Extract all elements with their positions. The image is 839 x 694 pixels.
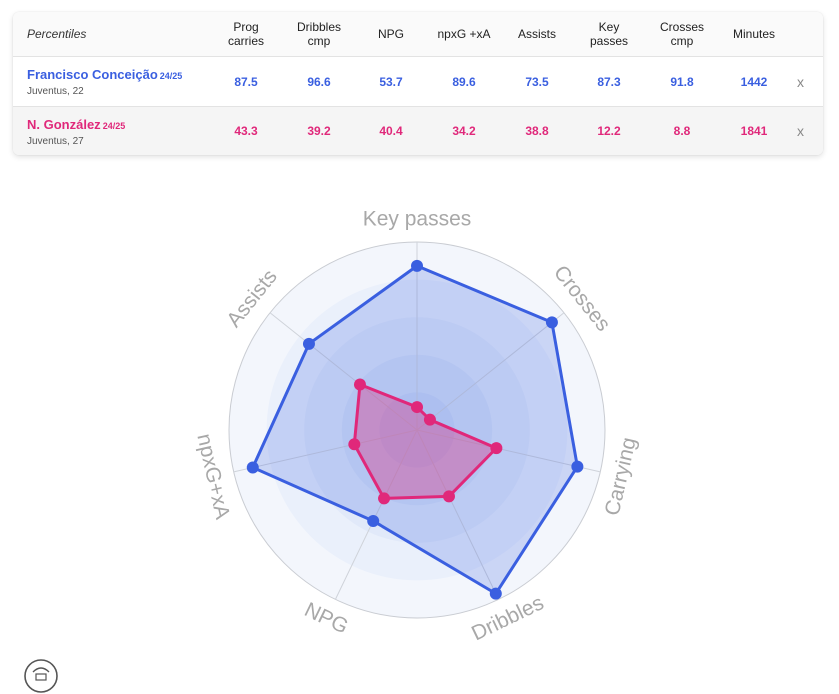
player-1-minutes: 1442 bbox=[740, 74, 768, 89]
player-2-cell: N. González 24/25 Juventus, 27 bbox=[27, 116, 125, 147]
player-2-name[interactable]: N. González bbox=[27, 116, 101, 132]
player-2-npxg-xa: 34.2 bbox=[452, 124, 476, 138]
col-header-prog-carries[interactable]: Prog carries bbox=[227, 20, 264, 48]
radar-series-2-point-6 bbox=[353, 378, 366, 391]
table-row-player-2: N. González 24/25 Juventus, 27 43.3 39.2 … bbox=[13, 106, 823, 155]
radar-series-1-point-1 bbox=[545, 316, 558, 329]
player-1-season: 24/25 bbox=[159, 71, 183, 81]
radar-series-1-point-2 bbox=[571, 460, 584, 473]
player-2-assists: 38.8 bbox=[525, 124, 549, 138]
player-2-dribbles: 39.2 bbox=[307, 124, 331, 138]
player-1-npg: 53.7 bbox=[379, 74, 403, 89]
radar-series-2-point-4 bbox=[378, 492, 391, 505]
radar-series-2-point-3 bbox=[442, 490, 455, 503]
col-header-npxg-xa[interactable]: npxG +xA bbox=[437, 27, 491, 41]
radar-series-1-point-5 bbox=[246, 461, 259, 474]
col-header-npg[interactable]: NPG bbox=[377, 27, 404, 41]
radar-series-2-point-2 bbox=[490, 442, 503, 455]
radar-series-1-area bbox=[251, 264, 579, 596]
radar-series-1-point-6 bbox=[302, 337, 315, 350]
remove-player-1-button[interactable]: x bbox=[797, 73, 804, 90]
player-1-assists: 73.5 bbox=[525, 74, 549, 89]
radar-chart: Key passesCrossesCarryingDribblesNPGnpxG… bbox=[192, 208, 641, 646]
player-1-name[interactable]: Francisco Conceição bbox=[27, 67, 158, 82]
site-logo-icon bbox=[24, 659, 58, 693]
radar-axis-label-2: Carrying bbox=[601, 435, 641, 517]
radar-series-2-point-5 bbox=[348, 438, 361, 451]
radar-series-1-point-3 bbox=[489, 587, 502, 600]
player-1-key-passes: 87.3 bbox=[597, 74, 621, 89]
col-header-crosses[interactable]: Crosses cmp bbox=[659, 20, 704, 48]
radar-axis-label-4: NPG bbox=[301, 598, 352, 638]
radar-spoke-5 bbox=[233, 429, 418, 473]
radar-spoke-6 bbox=[269, 312, 418, 431]
player-1-npxg-xa: 89.6 bbox=[452, 74, 476, 89]
radar-axis-label-5: npxG+xA bbox=[192, 432, 234, 522]
player-1-crosses: 91.8 bbox=[670, 74, 694, 89]
col-header-key-passes[interactable]: Key passes bbox=[589, 20, 629, 48]
radar-axis-label-0: Key passes bbox=[363, 208, 472, 231]
radar-spoke-1 bbox=[416, 312, 565, 431]
player-2-minutes: 1841 bbox=[740, 124, 768, 138]
player-2-prog-carries: 43.3 bbox=[234, 124, 258, 138]
radar-series-1-point-0 bbox=[411, 259, 423, 272]
player-1-dribbles: 96.6 bbox=[307, 74, 331, 89]
comparison-table: Percentiles Prog carries Dribbles cmp NPG … bbox=[13, 12, 823, 155]
remove-player-2-button[interactable]: x bbox=[797, 123, 804, 139]
radar-spoke-4 bbox=[334, 429, 418, 600]
radar-series-2-area bbox=[352, 383, 498, 500]
player-1-prog-carries: 87.5 bbox=[234, 74, 258, 89]
player-2-team: Juventus, 27 bbox=[27, 135, 84, 147]
col-header-assists[interactable]: Assists bbox=[517, 27, 556, 41]
radar-series-1-point-4 bbox=[367, 514, 380, 527]
percentiles-label: Percentiles bbox=[27, 27, 87, 41]
radar-spoke-2 bbox=[416, 429, 601, 473]
table-row-player-1: Francisco Conceição 24/25 Juventus, 22 87… bbox=[13, 56, 823, 106]
player-2-npg: 40.4 bbox=[379, 124, 403, 138]
col-header-minutes[interactable]: Minutes bbox=[732, 27, 776, 41]
player-2-key-passes: 12.2 bbox=[597, 124, 621, 138]
player-1-cell: Francisco Conceição 24/25 Juventus, 22 bbox=[27, 66, 182, 97]
player-1-team: Juventus, 22 bbox=[27, 86, 84, 97]
radar-series-2-point-0 bbox=[411, 401, 423, 414]
player-2-crosses: 8.8 bbox=[673, 124, 691, 138]
player-2-season: 24/25 bbox=[102, 120, 126, 131]
radar-spoke-3 bbox=[416, 429, 500, 600]
table-header-row: Percentiles Prog carries Dribbles cmp NPG … bbox=[13, 12, 823, 56]
col-header-dribbles[interactable]: Dribbles cmp bbox=[296, 20, 341, 48]
radar-series-2-point-1 bbox=[423, 413, 436, 426]
